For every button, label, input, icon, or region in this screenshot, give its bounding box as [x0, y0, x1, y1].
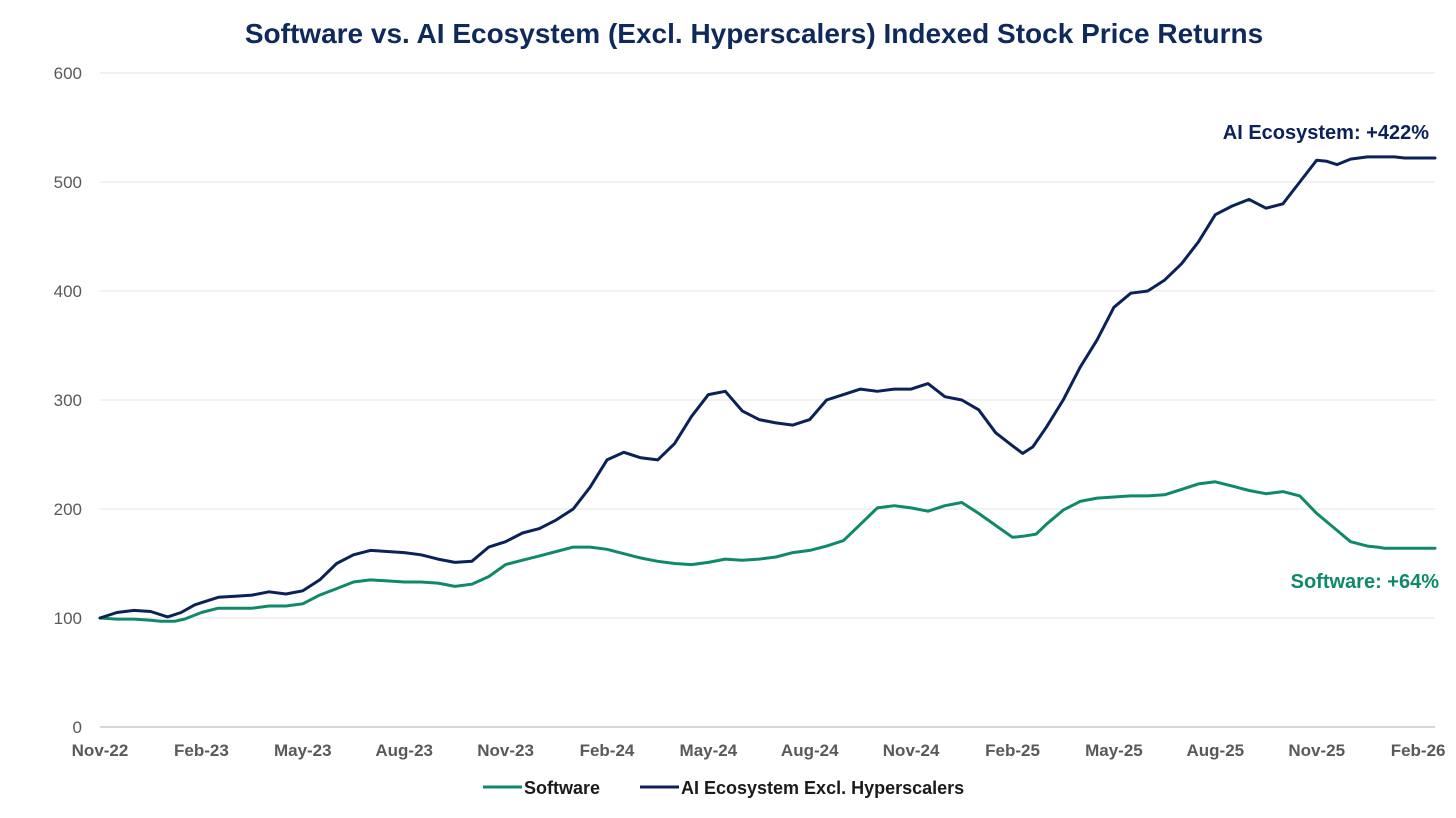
x-tick-label: Nov-24 — [883, 741, 940, 760]
annotation-software: Software: +64% — [1291, 571, 1440, 593]
y-tick-label: 600 — [54, 64, 82, 83]
x-tick-label: May-25 — [1085, 741, 1143, 760]
legend: Software AI Ecosystem Excl. Hyperscalers — [483, 778, 964, 798]
series-line-ai-ecosystem — [98, 155, 1437, 620]
x-tick-label: Feb-24 — [580, 741, 635, 760]
x-tick-label: Nov-22 — [72, 741, 129, 760]
x-tick-label: Aug-25 — [1187, 741, 1245, 760]
legend-label-software: Software — [524, 778, 600, 798]
chart-title: Software vs. AI Ecosystem (Excl. Hypersc… — [245, 18, 1263, 49]
y-tick-label: 300 — [54, 391, 82, 410]
y-tick-label: 0 — [73, 718, 82, 737]
x-tick-label: May-24 — [680, 741, 738, 760]
x-tick-label: Nov-23 — [477, 741, 534, 760]
gridlines — [100, 72, 1435, 619]
y-tick-label: 100 — [54, 609, 82, 628]
x-tick-label: Feb-23 — [174, 741, 229, 760]
series-line-software — [98, 480, 1437, 623]
x-axis-ticks: Nov-22 Feb-23 May-23 Aug-23 Nov-23 Feb-24 May-… — [72, 741, 1446, 760]
x-tick-label: May-23 — [274, 741, 332, 760]
x-tick-label: Aug-24 — [781, 741, 839, 760]
y-tick-label: 400 — [54, 282, 82, 301]
x-tick-label: Feb-26 — [1391, 741, 1446, 760]
x-tick-label: Aug-23 — [375, 741, 433, 760]
legend-label-ai-ecosystem: AI Ecosystem Excl. Hyperscalers — [681, 778, 964, 798]
x-tick-label: Nov-25 — [1288, 741, 1345, 760]
y-tick-label: 500 — [54, 173, 82, 192]
annotation-ai-ecosystem: AI Ecosystem: +422% — [1223, 122, 1429, 144]
x-tick-label: Feb-25 — [985, 741, 1040, 760]
y-tick-label: 200 — [54, 500, 82, 519]
y-axis-ticks: 0 100 200 300 400 500 600 — [54, 64, 82, 737]
